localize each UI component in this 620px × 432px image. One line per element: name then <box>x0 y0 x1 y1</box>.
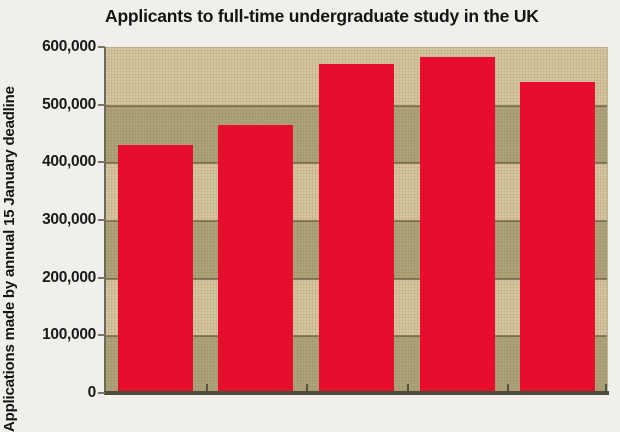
y-axis-tick <box>98 334 105 337</box>
chart-title: Applicants to full-time undergraduate st… <box>105 6 539 26</box>
y-axis-line <box>104 47 106 393</box>
x-axis-tick <box>507 384 510 393</box>
y-axis-tick <box>98 219 105 221</box>
bar <box>520 81 596 393</box>
x-axis-line <box>104 391 609 395</box>
bar <box>117 145 193 393</box>
bar <box>419 56 495 393</box>
y-axis-tick <box>98 46 105 48</box>
bar <box>319 64 394 393</box>
bar <box>218 125 294 393</box>
y-axis-tick <box>98 276 105 279</box>
y-tick-label: 300,000 <box>42 211 96 228</box>
y-tick-label: 0 <box>87 384 97 401</box>
y-tick-label: 100,000 <box>42 326 96 344</box>
y-tick-label: 500,000 <box>42 95 96 113</box>
plot-area <box>105 47 608 395</box>
x-axis-tick <box>205 384 208 393</box>
y-axis-tick <box>98 103 105 106</box>
y-axis-tick <box>98 392 105 394</box>
chart-screenshot: { "chart_data": { "type": "bar", "title"… <box>1 6 609 432</box>
y-tick-label: 600,000 <box>42 38 96 55</box>
x-axis-tick <box>605 384 607 393</box>
y-tick-label: 400,000 <box>42 153 96 171</box>
y-axis-tick <box>98 161 105 164</box>
x-axis-tick <box>406 384 409 393</box>
y-axis-label: Applications made by annual 15 January d… <box>1 86 18 432</box>
y-tick-label: 200,000 <box>42 268 96 286</box>
x-axis-tick <box>306 384 309 393</box>
